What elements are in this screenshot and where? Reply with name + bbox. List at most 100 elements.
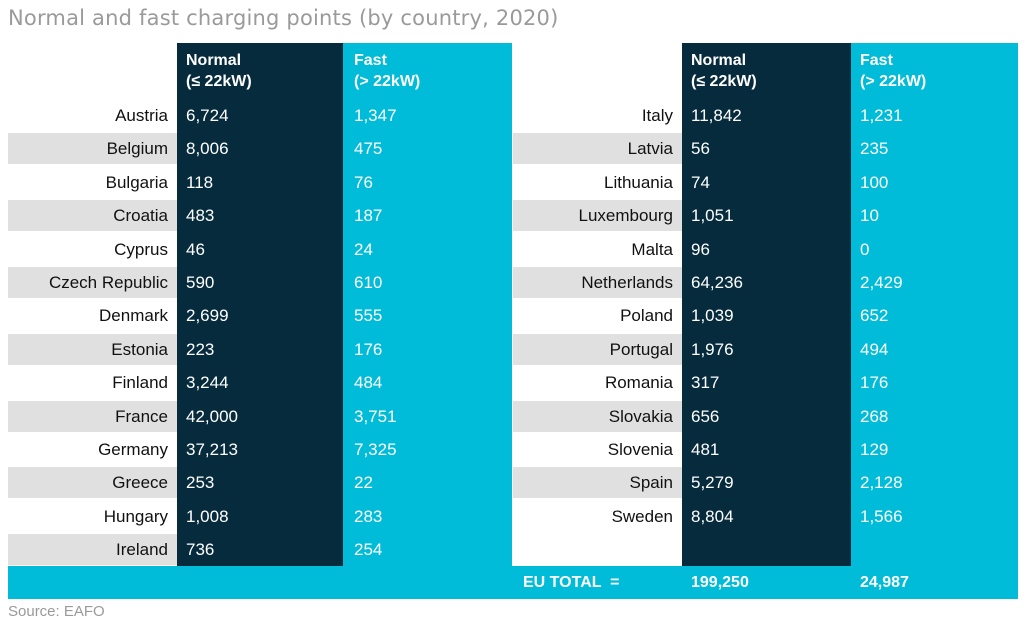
left-fast-header-line1: Fast bbox=[354, 52, 387, 69]
eu-total-bar bbox=[8, 566, 1018, 599]
row-stripe bbox=[8, 467, 177, 498]
fast-value: 10 bbox=[860, 206, 879, 225]
country-label: Denmark bbox=[99, 306, 168, 325]
eu-total-label: EU TOTAL = bbox=[523, 574, 620, 591]
normal-value: 1,008 bbox=[186, 507, 229, 526]
country-label: Spain bbox=[629, 473, 673, 492]
fast-value: 176 bbox=[354, 340, 383, 359]
normal-value: 1,051 bbox=[691, 206, 734, 225]
normal-value: 481 bbox=[691, 440, 720, 459]
country-label: Italy bbox=[641, 106, 673, 125]
country-label: Finland bbox=[112, 373, 168, 392]
country-label: Greece bbox=[112, 473, 168, 492]
country-label: Austria bbox=[115, 106, 168, 125]
eu-total-fast: 24,987 bbox=[860, 574, 909, 591]
fast-value: 3,751 bbox=[354, 407, 397, 426]
country-label: Croatia bbox=[113, 206, 168, 225]
fast-value: 2,429 bbox=[860, 273, 903, 292]
country-label: Bulgaria bbox=[105, 173, 168, 192]
normal-value: 42,000 bbox=[186, 407, 238, 426]
country-label: Czech Republic bbox=[48, 273, 168, 292]
row-stripe bbox=[513, 133, 682, 164]
left-fast-header: Fast (> 22kW) bbox=[354, 50, 420, 92]
normal-value: 64,236 bbox=[691, 273, 743, 292]
fast-value: 7,325 bbox=[354, 440, 397, 459]
fast-value: 76 bbox=[354, 173, 373, 192]
right-normal-column-bg bbox=[682, 43, 851, 568]
normal-value: 96 bbox=[691, 240, 710, 259]
country-label: Germany bbox=[98, 440, 168, 459]
country-label: Romania bbox=[604, 373, 673, 392]
fast-value: 1,566 bbox=[860, 507, 903, 526]
fast-value: 187 bbox=[354, 206, 383, 225]
row-stripe bbox=[8, 534, 177, 565]
row-stripe bbox=[8, 334, 177, 365]
fast-value: 2,128 bbox=[860, 473, 903, 492]
country-label: Latvia bbox=[627, 139, 673, 158]
fast-value: 100 bbox=[860, 173, 889, 192]
fast-value: 283 bbox=[354, 507, 383, 526]
right-normal-header-line1: Normal bbox=[691, 52, 747, 69]
row-stripe bbox=[513, 200, 682, 231]
normal-value: 5,279 bbox=[691, 473, 734, 492]
left-normal-header-line2: (≤ 22kW) bbox=[186, 73, 252, 90]
normal-value: 483 bbox=[186, 206, 215, 225]
normal-value: 1,039 bbox=[691, 306, 734, 325]
fast-value: 652 bbox=[860, 306, 889, 325]
right-fast-header-line2: (> 22kW) bbox=[860, 73, 927, 90]
row-stripe bbox=[8, 267, 177, 298]
normal-value: 656 bbox=[691, 407, 720, 426]
fast-value: 235 bbox=[860, 139, 889, 158]
fast-value: 610 bbox=[354, 273, 383, 292]
normal-value: 2,699 bbox=[186, 306, 229, 325]
normal-value: 1,976 bbox=[691, 340, 734, 359]
row-stripe bbox=[8, 133, 177, 164]
fast-value: 24 bbox=[354, 240, 373, 259]
source-note: Source: EAFO bbox=[8, 603, 105, 620]
left-normal-header: Normal (≤ 22kW) bbox=[186, 50, 252, 92]
country-label: Ireland bbox=[116, 540, 168, 559]
country-label: Luxembourg bbox=[578, 206, 673, 225]
country-label: Estonia bbox=[111, 340, 168, 359]
normal-value: 317 bbox=[691, 373, 720, 392]
normal-value: 56 bbox=[691, 139, 710, 158]
country-label: Sweden bbox=[611, 507, 673, 526]
country-label: Belgium bbox=[106, 139, 168, 158]
right-fast-header: Fast (> 22kW) bbox=[860, 50, 926, 92]
country-label: Malta bbox=[631, 240, 673, 259]
row-stripe bbox=[513, 267, 682, 298]
country-label: Cyprus bbox=[114, 240, 168, 259]
right-fast-column-bg bbox=[851, 43, 1018, 568]
row-stripe bbox=[513, 467, 682, 498]
normal-value: 74 bbox=[691, 173, 710, 192]
row-stripe bbox=[513, 401, 682, 432]
row-stripe bbox=[8, 401, 177, 432]
fast-value: 475 bbox=[354, 139, 383, 158]
fast-value: 1,347 bbox=[354, 106, 397, 125]
fast-value: 0 bbox=[860, 240, 870, 259]
country-label: France bbox=[115, 407, 168, 426]
normal-value: 8,804 bbox=[691, 507, 734, 526]
normal-value: 736 bbox=[186, 540, 215, 559]
country-label: Lithuania bbox=[603, 173, 673, 192]
normal-value: 11,842 bbox=[691, 106, 742, 125]
row-stripe bbox=[8, 200, 177, 231]
left-fast-header-line2: (> 22kW) bbox=[354, 73, 421, 90]
fast-value: 484 bbox=[354, 373, 383, 392]
normal-value: 253 bbox=[186, 473, 215, 492]
normal-value: 118 bbox=[186, 173, 214, 192]
left-normal-header-line1: Normal bbox=[186, 52, 242, 69]
fast-value: 1,231 bbox=[860, 106, 903, 125]
right-normal-header-line2: (≤ 22kW) bbox=[691, 73, 757, 90]
normal-value: 223 bbox=[186, 340, 215, 359]
normal-value: 6,724 bbox=[186, 106, 229, 125]
fast-value: 22 bbox=[354, 473, 373, 492]
right-fast-header-line1: Fast bbox=[860, 52, 893, 69]
normal-value: 46 bbox=[186, 240, 205, 259]
fast-value: 129 bbox=[860, 440, 889, 459]
left-normal-column-bg bbox=[177, 43, 343, 568]
fast-value: 494 bbox=[860, 340, 889, 359]
country-label: Slovakia bbox=[608, 407, 673, 426]
country-label: Poland bbox=[620, 306, 673, 325]
fast-value: 254 bbox=[354, 540, 383, 559]
